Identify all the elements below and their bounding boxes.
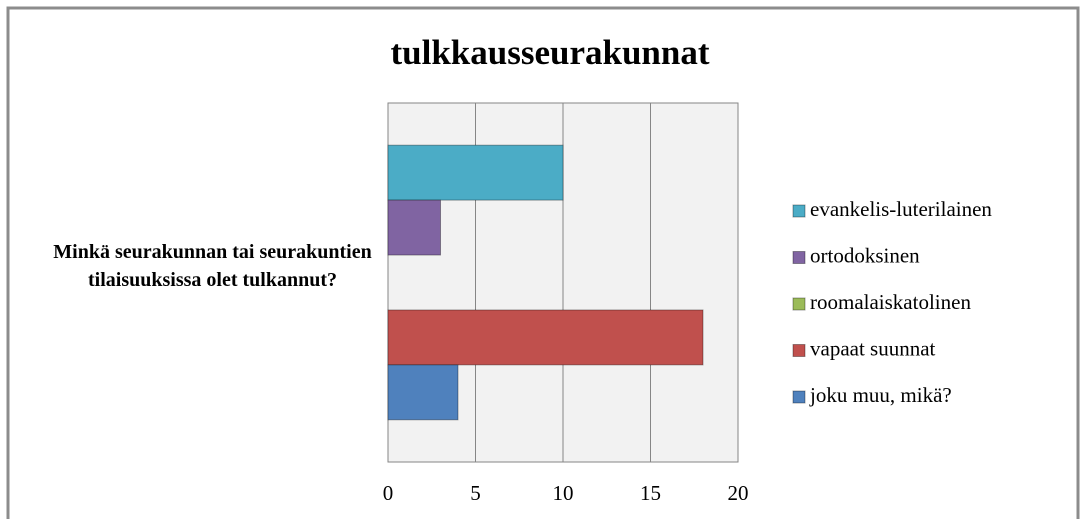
bar xyxy=(387,144,564,201)
legend-swatch xyxy=(792,251,806,264)
legend-label: evankelis-luterilainen xyxy=(810,197,992,221)
x-tick-label: 5 xyxy=(470,481,481,505)
x-tick-label: 15 xyxy=(640,481,661,505)
legend-label: vapaat suunnat xyxy=(810,336,936,360)
x-tick-label: 0 xyxy=(383,481,394,505)
legend-label: joku muu, mikä? xyxy=(809,383,952,407)
x-tick-label: 20 xyxy=(728,481,749,505)
legend-swatch xyxy=(792,297,806,311)
chart-title: tulkkausseurakunnat xyxy=(390,33,709,72)
legend-swatch xyxy=(792,344,806,357)
x-tick-label: 10 xyxy=(553,481,574,505)
chart-frame xyxy=(6,6,1080,519)
category-label: Minkä seurakunnan tai seurakuntien tilai… xyxy=(53,241,372,291)
legend-swatch xyxy=(792,390,806,404)
bar xyxy=(387,309,704,366)
bar xyxy=(387,364,459,421)
legend-label: ortodoksinen xyxy=(810,243,920,267)
bar xyxy=(387,199,441,256)
legend-swatch xyxy=(792,204,806,218)
legend-label: roomalaiskatolinen xyxy=(810,290,971,314)
